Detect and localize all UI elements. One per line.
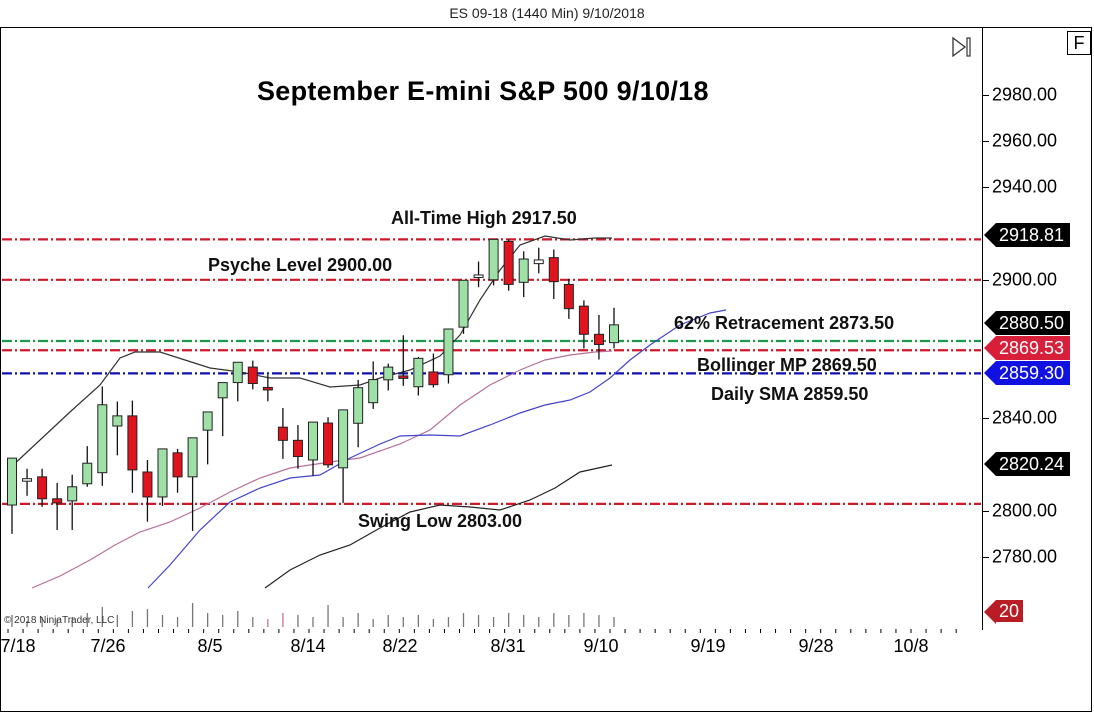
- scale-tick: [983, 187, 989, 188]
- scroll-to-end-button[interactable]: [951, 36, 975, 58]
- candlestick[interactable]: [82, 446, 93, 487]
- scale-tick: [983, 511, 989, 512]
- candlestick[interactable]: [503, 239, 514, 291]
- price-scale-label: 2940.00: [992, 176, 1058, 197]
- candlestick[interactable]: [308, 421, 318, 476]
- time-axis-label: 8/22: [382, 636, 418, 656]
- chart-title: September E-mini S&P 500 9/10/18: [257, 76, 709, 106]
- candlestick[interactable]: [112, 401, 123, 456]
- f-button[interactable]: F: [1067, 31, 1091, 55]
- candlestick[interactable]: [609, 307, 619, 349]
- volume-tag: 20: [983, 600, 1024, 624]
- time-axis-label: 9/28: [798, 636, 834, 656]
- candlestick[interactable]: [247, 360, 258, 390]
- candlestick[interactable]: [7, 457, 17, 534]
- skip-to-end-icon: [952, 36, 971, 58]
- price-tag-bollinger-mid: 2869.53: [983, 336, 1071, 360]
- price-axis-line: [982, 28, 983, 630]
- candlestick[interactable]: [533, 247, 544, 274]
- price-scale-label: 2900.00: [992, 269, 1058, 290]
- candlestick[interactable]: [323, 417, 334, 468]
- price-tag-2918: 2918.81: [983, 223, 1071, 247]
- candlestick[interactable]: [578, 300, 589, 349]
- candlestick[interactable]: [97, 386, 108, 486]
- annotation-psyche-level: Psyche Level 2900.00: [208, 255, 393, 275]
- price-scale-label: 2780.00: [992, 546, 1058, 567]
- time-axis-label: 7/26: [90, 636, 126, 656]
- annotation-all-time-high: All-Time High 2917.50: [391, 208, 577, 228]
- candlestick[interactable]: [52, 482, 63, 530]
- candlestick[interactable]: [187, 437, 198, 531]
- annotation-bollinger-mp: Bollinger MP 2869.50: [697, 355, 877, 375]
- candlestick[interactable]: [563, 278, 574, 319]
- price-scale-label: 2840.00: [992, 407, 1058, 428]
- candlestick[interactable]: [398, 335, 409, 386]
- daily-sma-line: [147, 309, 727, 589]
- candlestick[interactable]: [428, 353, 439, 388]
- annotation-daily-sma: Daily SMA 2859.50: [711, 384, 869, 404]
- scale-tick: [983, 280, 989, 281]
- time-axis-label: 7/18: [0, 636, 36, 656]
- price-tag-sma: 2859.30: [983, 361, 1071, 385]
- price-tag-last-price: 2880.50: [983, 311, 1071, 335]
- candlestick[interactable]: [353, 379, 364, 448]
- candlestick[interactable]: [518, 251, 529, 298]
- candlestick[interactable]: [338, 409, 349, 503]
- candlestick[interactable]: [172, 448, 183, 493]
- candlestick[interactable]: [157, 448, 168, 506]
- annotation-62-retracement: 62% Retracement 2873.50: [674, 313, 895, 333]
- time-axis-label: 8/5: [197, 636, 223, 656]
- price-scale-label: 2800.00: [992, 500, 1058, 521]
- candlestick[interactable]: [593, 314, 604, 360]
- candlestick[interactable]: [202, 411, 213, 465]
- candlestick[interactable]: [383, 363, 394, 391]
- time-axis-label: 10/8: [893, 636, 929, 656]
- scale-tick: [983, 95, 989, 96]
- candlestick[interactable]: [473, 261, 484, 288]
- time-axis-label: 8/31: [490, 636, 526, 656]
- candlestick[interactable]: [217, 382, 228, 437]
- window-title: ES 09-18 (1440 Min) 9/10/2018: [449, 5, 645, 21]
- candlestick[interactable]: [22, 468, 33, 496]
- bollinger-lower-line: [264, 464, 613, 589]
- candlestick[interactable]: [458, 279, 469, 334]
- candlestick[interactable]: [488, 238, 499, 286]
- time-axis-label: 9/10: [583, 636, 619, 656]
- candlestick[interactable]: [67, 474, 78, 530]
- scale-tick: [983, 557, 989, 558]
- candlestick[interactable]: [443, 328, 454, 384]
- time-axis-label: 9/19: [690, 636, 726, 656]
- price-tag-bollinger-lower: 2820.24: [983, 452, 1071, 476]
- bollinger-middle-line: [31, 350, 613, 589]
- candlestick[interactable]: [127, 400, 138, 493]
- scale-tick: [983, 141, 989, 142]
- candlestick[interactable]: [548, 249, 559, 299]
- candlestick[interactable]: [277, 408, 288, 459]
- copyright-text: © 2018 NinjaTrader, LLC: [4, 615, 115, 626]
- time-axis-label: 8/14: [290, 636, 326, 656]
- chart-frame: [0, 27, 1092, 712]
- scale-tick: [983, 418, 989, 419]
- candlestick[interactable]: [142, 459, 153, 522]
- price-scale-label: 2960.00: [992, 130, 1058, 151]
- candlestick[interactable]: [368, 361, 379, 409]
- candlestick[interactable]: [37, 468, 48, 507]
- price-scale-label: 2980.00: [992, 84, 1058, 105]
- candlestick[interactable]: [413, 356, 424, 396]
- bollinger-upper-line: [9, 235, 612, 469]
- candlestick[interactable]: [292, 425, 303, 469]
- annotation-swing-low: Swing Low 2803.00: [358, 511, 523, 531]
- candlestick[interactable]: [232, 361, 243, 402]
- candlestick[interactable]: [262, 374, 273, 402]
